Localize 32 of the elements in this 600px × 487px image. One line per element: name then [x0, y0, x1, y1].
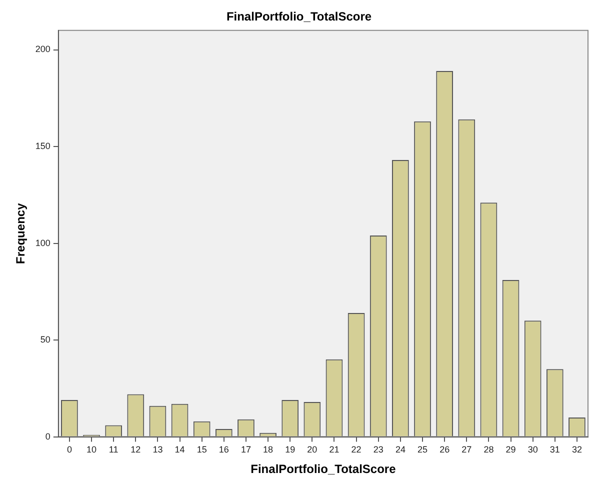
x-tick-label: 31 — [550, 444, 560, 455]
x-tick-label: 24 — [395, 444, 406, 455]
x-tick-label: 16 — [218, 444, 229, 455]
x-tick-label: 30 — [528, 444, 538, 455]
y-axis-title: Frequency — [14, 202, 28, 264]
x-tick-label: 0 — [66, 444, 72, 455]
x-tick-label: 17 — [240, 444, 251, 455]
x-tick-label: 11 — [108, 444, 118, 455]
x-tick-label: 27 — [462, 444, 472, 455]
x-tick-label: 32 — [572, 444, 582, 455]
x-tick-label: 23 — [373, 444, 384, 455]
x-tick-label: 12 — [130, 444, 141, 455]
x-tick-label: 19 — [285, 444, 296, 455]
x-tick-label: 25 — [417, 444, 428, 455]
x-tick-label: 13 — [152, 444, 163, 455]
y-tick-label: 100 — [35, 238, 50, 248]
chart-title: FinalPortfolio_TotalScore — [226, 10, 372, 24]
y-tick-label: 150 — [35, 141, 50, 151]
y-tick-label: 50 — [40, 334, 50, 345]
x-tick-label: 10 — [86, 444, 97, 455]
x-tick-label: 14 — [174, 444, 185, 455]
x-axis-title: FinalPortfolio_TotalScore — [250, 462, 396, 476]
x-tick-label: 18 — [263, 444, 274, 455]
y-tick-label: 0 — [45, 431, 50, 442]
x-tick-label: 28 — [484, 444, 494, 455]
x-tick-label: 15 — [196, 444, 207, 455]
x-tick-label: 20 — [307, 444, 318, 455]
x-tick-label: 29 — [506, 444, 516, 455]
x-tick-label: 21 — [329, 444, 340, 455]
y-tick-label: 200 — [35, 44, 50, 54]
x-tick-label: 26 — [440, 444, 450, 455]
x-tick-label: 22 — [351, 444, 362, 455]
